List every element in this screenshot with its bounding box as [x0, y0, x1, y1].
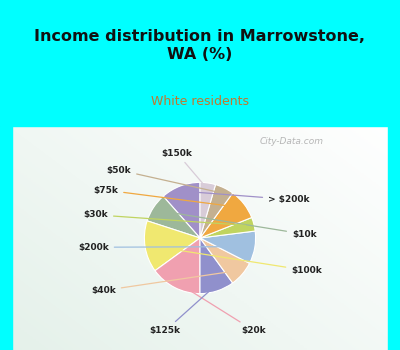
Text: $40k: $40k [91, 271, 235, 295]
Text: $100k: $100k [153, 246, 322, 275]
Text: $125k: $125k [150, 287, 214, 335]
Text: $150k: $150k [161, 148, 205, 186]
Text: $20k: $20k [180, 284, 266, 335]
Text: > $200k: > $200k [185, 191, 310, 204]
Wedge shape [155, 238, 200, 294]
Bar [0, 126, 12, 350]
Text: City-Data.com: City-Data.com [260, 137, 324, 146]
Wedge shape [163, 182, 200, 238]
Text: $75k: $75k [93, 186, 237, 207]
Text: White residents: White residents [151, 95, 249, 108]
Text: $10k: $10k [161, 211, 316, 239]
Wedge shape [200, 238, 250, 283]
Text: $200k: $200k [78, 243, 246, 252]
Wedge shape [200, 193, 252, 238]
Wedge shape [200, 238, 233, 294]
Text: $50k: $50k [106, 166, 219, 192]
Wedge shape [200, 218, 255, 238]
Text: Income distribution in Marrowstone,
WA (%): Income distribution in Marrowstone, WA (… [34, 29, 366, 62]
Text: $30k: $30k [84, 210, 246, 225]
Wedge shape [147, 196, 200, 238]
Bar [388, 126, 400, 350]
Wedge shape [144, 221, 200, 271]
Wedge shape [200, 184, 233, 238]
Bar [0, 0, 400, 126]
Wedge shape [200, 182, 216, 238]
Wedge shape [200, 231, 256, 263]
